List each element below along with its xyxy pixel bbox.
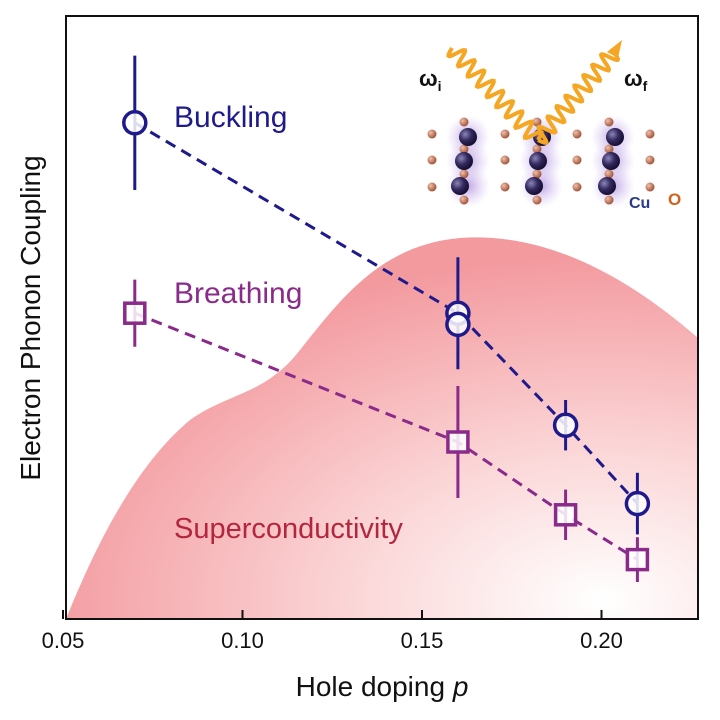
x-tick-label: 0.10 xyxy=(221,628,264,653)
outgoing-arrowhead xyxy=(607,40,622,58)
oxygen-atom xyxy=(645,182,655,192)
series-lines xyxy=(134,121,639,561)
copper-atom xyxy=(455,152,473,170)
series-label-breathing: Breathing xyxy=(174,277,302,310)
data-point-breathing xyxy=(553,503,578,527)
y-axis-title: Electron Phonon Coupling xyxy=(15,155,46,480)
data-point-breathing xyxy=(446,430,470,454)
oxygen-atom xyxy=(532,117,542,127)
oxygen-atom xyxy=(532,195,542,205)
oxygen-atom xyxy=(532,144,542,154)
x-axis-variable: p xyxy=(452,671,469,702)
copper-atom xyxy=(602,152,620,170)
oxygen-atom xyxy=(500,129,510,139)
cu-label: Cu xyxy=(629,195,650,212)
x-ticks: 0.05 0.10 0.15 0.20 xyxy=(42,610,623,653)
copper-atom xyxy=(451,177,469,195)
oxygen-atom xyxy=(427,182,437,192)
oxygen-atom xyxy=(604,169,614,179)
oxygen-atom xyxy=(604,117,614,127)
data-point-buckling xyxy=(624,490,651,517)
incoming-photon xyxy=(446,46,544,142)
oxygen-atom xyxy=(572,182,582,192)
series-label-buckling: Buckling xyxy=(174,101,287,134)
oxygen-atom xyxy=(459,195,469,205)
data-point-breathing xyxy=(123,301,147,325)
omega-i-label: ωi xyxy=(419,66,441,94)
oxygen-atom xyxy=(500,182,510,192)
oxygen-atom xyxy=(532,169,542,179)
oxygen-atom xyxy=(459,144,469,154)
copper-atom xyxy=(525,177,543,195)
copper-atom xyxy=(529,152,547,170)
series-markers xyxy=(122,55,651,582)
outgoing-photon xyxy=(536,50,621,146)
copper-atom xyxy=(598,177,616,195)
rixs-lattice-illustration: ωi ωf Cu O xyxy=(419,40,681,212)
oxygen-atom xyxy=(604,144,614,154)
o-label: O xyxy=(668,190,681,209)
oxygen-atom xyxy=(645,129,655,139)
copper-atom xyxy=(459,128,477,146)
x-axis-label: Hole doping xyxy=(296,671,445,702)
oxygen-atom xyxy=(572,155,582,165)
data-point-buckling xyxy=(122,110,148,136)
omega-f-label: ωf xyxy=(624,66,648,94)
oxygen-atom xyxy=(645,155,655,165)
oxygen-atom xyxy=(500,155,510,165)
series-line-buckling xyxy=(134,121,639,505)
plot-frame xyxy=(65,15,699,620)
oxygen-atom xyxy=(427,155,437,165)
data-point-buckling xyxy=(552,412,579,438)
oxygen-atom xyxy=(459,117,469,127)
copper-atom xyxy=(606,128,624,146)
x-tick-label: 0.05 xyxy=(42,628,85,653)
x-tick-label: 0.20 xyxy=(580,628,623,653)
oxygen-atom xyxy=(427,129,437,139)
x-axis-title: Hole doping p xyxy=(296,671,469,702)
x-tick-label: 0.15 xyxy=(401,628,444,653)
superconductivity-dome xyxy=(66,237,698,619)
data-point-breathing xyxy=(625,547,650,572)
oxygen-atom xyxy=(604,195,614,205)
data-point-buckling xyxy=(445,311,471,338)
superconductivity-label: Superconductivity xyxy=(174,513,403,545)
oxygen-atom xyxy=(459,169,469,179)
oxygen-atom xyxy=(572,129,582,139)
